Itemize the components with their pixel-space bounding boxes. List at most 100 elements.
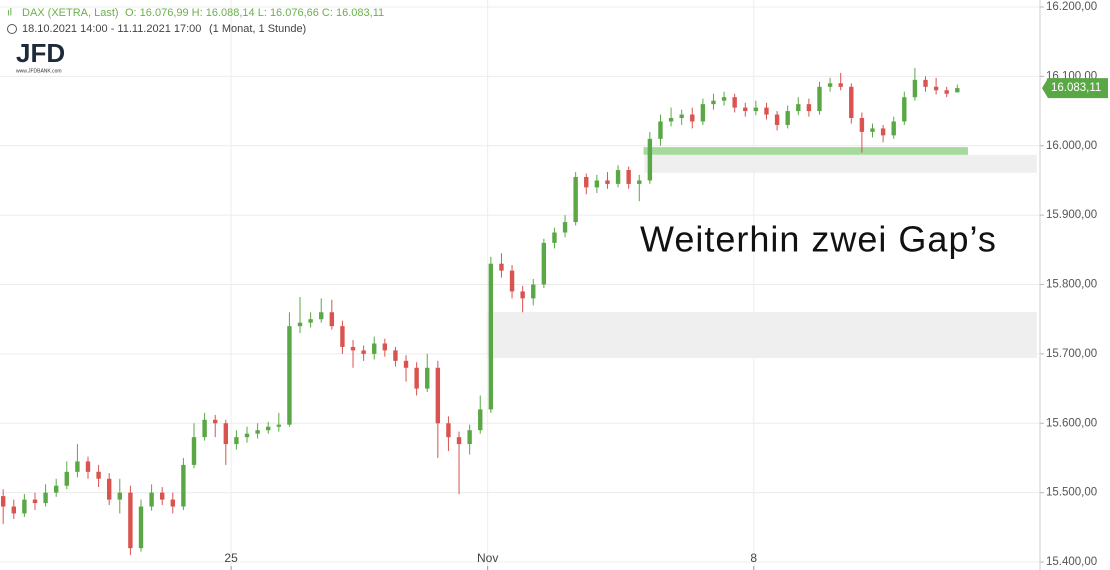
candle-body (509, 270, 515, 292)
gap-zone (644, 154, 1037, 173)
candle-body (478, 409, 483, 431)
candle-body (796, 104, 801, 112)
candle-body (75, 461, 80, 472)
candle-body (605, 180, 610, 184)
candle-body (774, 114, 780, 125)
candle-body (276, 424, 282, 427)
candle-body (308, 319, 313, 323)
candle-body (541, 242, 547, 285)
x-tick-label: 25 (224, 551, 238, 565)
candle-body (859, 118, 865, 132)
candle-body (849, 86, 854, 119)
last-price-marker (1042, 78, 1108, 99)
candle-body (679, 114, 684, 119)
logo-url: www.JFDBANK.com (16, 68, 62, 74)
candle-body (85, 461, 91, 472)
y-tick-label: 15.800,00 (1046, 279, 1097, 291)
candle-body (393, 350, 398, 361)
annotation: Weiterhin zwei Gap’s (640, 219, 997, 260)
candle-body (43, 492, 48, 504)
candle-body (626, 170, 631, 184)
candle-body (902, 97, 907, 122)
candle-body (552, 232, 557, 243)
candle-body (191, 437, 197, 465)
candle-body (690, 114, 695, 122)
y-axis: 15.400,00 15.500,00 15.600,00 15.700,00 15.8… (224, 1, 1108, 570)
candle-body (753, 107, 759, 112)
candle-body (732, 97, 737, 108)
y-tick-label: 15.600,00 (1046, 417, 1097, 429)
candle-body (435, 367, 441, 424)
candle-body (806, 104, 812, 112)
candle-body (456, 437, 462, 445)
gap-zone (486, 311, 1037, 359)
candle-body (372, 343, 377, 354)
grid (0, 0, 1040, 570)
candle-body (594, 180, 600, 188)
candle-body (425, 367, 430, 389)
candle-body (531, 284, 536, 299)
candle-body (891, 121, 896, 136)
candle-body (350, 346, 356, 351)
candle-body (880, 128, 886, 136)
candle-body (923, 79, 928, 87)
candle-body (584, 176, 589, 188)
candle-body (234, 437, 239, 445)
candle-body (955, 88, 960, 93)
last-price-label: 16.083,11 (1051, 82, 1101, 94)
candle-body (870, 128, 875, 132)
gap-zones (486, 147, 1037, 359)
candle-body (615, 170, 621, 184)
candle-body (817, 86, 822, 112)
period: (1 Monat, 1 Stunde) (209, 23, 306, 35)
candle-body (382, 343, 388, 351)
candle-body (711, 100, 716, 105)
candle-body (467, 430, 472, 445)
candle-body (647, 138, 653, 181)
candle-body (181, 464, 186, 507)
candle-body (827, 83, 833, 87)
y-tick-label: 15.700,00 (1046, 348, 1097, 360)
candle-body (266, 426, 271, 431)
candle-body (764, 107, 769, 115)
candle-body (785, 111, 790, 125)
candle-body (520, 291, 525, 299)
candle-body (202, 419, 207, 438)
y-tick-label: 16.000,00 (1046, 140, 1097, 152)
candle-body (32, 499, 38, 504)
candle-body (223, 423, 229, 445)
candle-body (11, 506, 16, 514)
candle-body (244, 433, 250, 438)
candle-body (319, 312, 324, 320)
candle-body (22, 499, 27, 514)
chart-icon: ıl (7, 8, 12, 19)
x-tick-label: Nov (477, 551, 498, 565)
candle-body (329, 312, 335, 327)
candles (0, 68, 960, 556)
y-tick-label: 15.900,00 (1046, 209, 1097, 221)
candle-body (562, 222, 568, 233)
candle-body (117, 492, 122, 500)
candle-body (297, 322, 303, 327)
candle-body (912, 79, 918, 98)
candle-body (414, 367, 419, 389)
candle-body (933, 86, 939, 91)
candle-body (700, 104, 706, 122)
candle-body (0, 496, 6, 507)
candle-body (53, 485, 59, 493)
candle-body (446, 423, 451, 438)
candle-body (160, 492, 165, 500)
header: ıl DAX (XETRA, Last) O: 16.076,99 H: 16.… (7, 7, 384, 74)
y-tick-label: 16.200,00 (1046, 1, 1097, 13)
candle-body (96, 471, 101, 479)
candle-body (340, 326, 345, 347)
candle-body (403, 360, 409, 368)
candle-body (668, 118, 674, 122)
date-range: 18.10.2021 14:00 - 11.11.2021 17:00 (22, 23, 201, 35)
candle-body (488, 263, 494, 410)
candle-body (255, 430, 260, 434)
candle-body (743, 107, 748, 112)
candle-body (499, 263, 504, 271)
